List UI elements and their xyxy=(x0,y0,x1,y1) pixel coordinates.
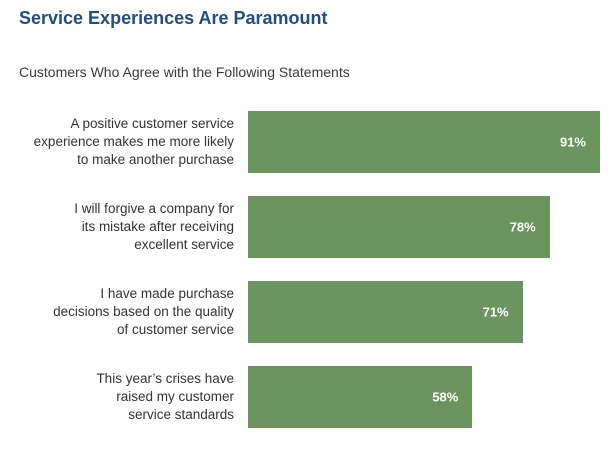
category-label: A positive customer service experience ma… xyxy=(10,111,234,173)
category-label-line: its mistake after receiving xyxy=(81,219,234,234)
bar-row: I have made purchase decisions based on t… xyxy=(0,281,613,343)
bar: 58% xyxy=(248,366,473,428)
bar: 91% xyxy=(248,111,600,173)
category-label: This year’s crises have raised my custome… xyxy=(10,366,234,428)
bar-row: This year’s crises have raised my custome… xyxy=(0,366,613,428)
chart-subtitle: Customers Who Agree with the Following S… xyxy=(19,64,350,80)
category-label-line: A positive customer service xyxy=(70,116,234,131)
category-label-line: This year’s crises have xyxy=(96,371,234,386)
category-label-line: to make another purchase xyxy=(77,152,234,167)
category-label-line: I will forgive a company for xyxy=(74,201,234,216)
bar-row: I will forgive a company for its mistake … xyxy=(0,196,613,258)
category-label-line: I have made purchase xyxy=(100,286,234,301)
bar-value-label: 58% xyxy=(432,389,459,405)
category-label-line: of customer service xyxy=(116,322,234,337)
bar: 78% xyxy=(248,196,550,258)
category-label-line: service standards xyxy=(128,407,234,422)
category-label-line: experience makes me more likely xyxy=(33,134,234,149)
bar-row: A positive customer service experience ma… xyxy=(0,111,613,173)
category-label: I will forgive a company for its mistake … xyxy=(10,196,234,258)
category-label-line: excellent service xyxy=(134,237,234,252)
bar-value-label: 71% xyxy=(482,304,509,320)
category-label: I have made purchase decisions based on t… xyxy=(10,281,234,343)
chart-title: Service Experiences Are Paramount xyxy=(19,8,328,28)
category-label-line: raised my customer xyxy=(116,389,234,404)
bar-value-label: 91% xyxy=(559,134,586,150)
bar: 71% xyxy=(248,281,523,343)
bar-value-label: 78% xyxy=(509,219,536,235)
category-label-line: decisions based on the quality xyxy=(53,304,234,319)
